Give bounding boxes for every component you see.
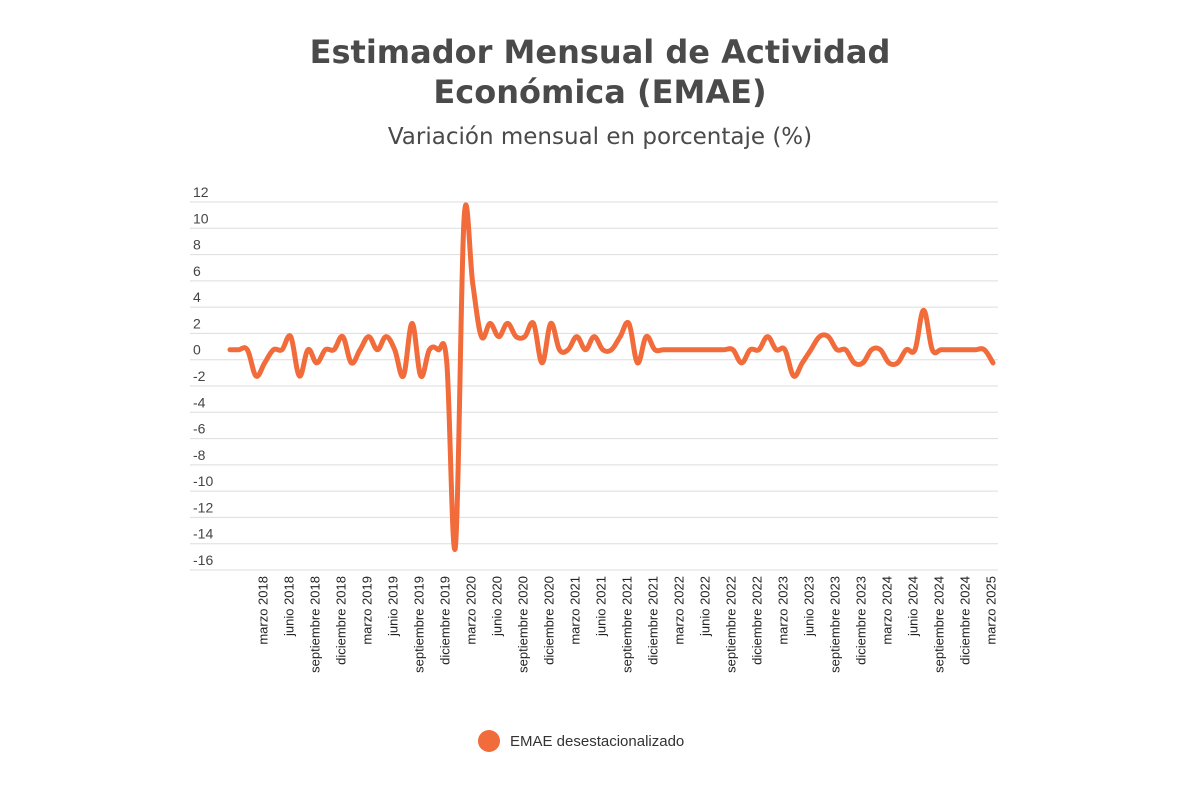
legend-marker <box>478 730 500 752</box>
y-tick-label: 12 <box>193 184 209 200</box>
y-tick-label: -8 <box>193 447 206 463</box>
x-tick-label: junio 2024 <box>906 576 921 637</box>
x-tick-label: diciembre 2019 <box>437 576 452 665</box>
x-tick-label: marzo 2020 <box>463 576 478 645</box>
x-tick-label: septiembre 2020 <box>515 576 530 673</box>
y-tick-label: -10 <box>193 473 213 489</box>
x-tick-label: marzo 2022 <box>672 576 687 645</box>
x-tick-label: septiembre 2018 <box>307 576 322 673</box>
y-tick-label: 10 <box>193 210 209 226</box>
x-tick-label: marzo 2018 <box>255 576 270 645</box>
chart-title-line-1: Estimador Mensual de Actividad <box>309 33 891 71</box>
x-tick-label: septiembre 2022 <box>724 576 739 673</box>
x-tick-label: junio 2022 <box>698 576 713 637</box>
y-tick-label: -4 <box>193 394 206 410</box>
series-line-emae <box>227 202 996 553</box>
x-tick-label: diciembre 2022 <box>750 576 765 665</box>
chart-title: Estimador Mensual de Actividad Económica… <box>0 32 1200 112</box>
y-tick-label: -12 <box>193 499 213 515</box>
x-axis-tick-labels: marzo 2018 junio 2018 septiembre 2018 dicie… <box>255 576 998 673</box>
legend: EMAE desestacionalizado <box>478 730 684 752</box>
x-tick-label: diciembre 2020 <box>541 576 556 665</box>
y-tick-label: 0 <box>193 342 201 358</box>
grid-lines <box>190 201 998 571</box>
y-tick-label: -6 <box>193 421 206 437</box>
x-tick-label: marzo 2021 <box>567 576 582 645</box>
chart-title-line-2: Económica (EMAE) <box>433 73 767 111</box>
series-layer <box>227 202 996 553</box>
x-tick-label: junio 2021 <box>593 576 608 637</box>
chart-subtitle: Variación mensual en porcentaje (%) <box>387 124 813 150</box>
x-tick-label: septiembre 2021 <box>620 576 635 673</box>
y-tick-label: -14 <box>193 526 213 542</box>
x-tick-label: marzo 2025 <box>984 576 999 645</box>
x-tick-label: marzo 2019 <box>359 576 374 645</box>
y-tick-label: 6 <box>193 263 201 279</box>
x-tick-label: junio 2019 <box>385 576 400 637</box>
x-tick-label: septiembre 2023 <box>828 576 843 673</box>
y-tick-label: 2 <box>193 315 201 331</box>
y-tick-label: 8 <box>193 237 201 253</box>
x-tick-label: marzo 2023 <box>776 576 791 645</box>
x-tick-label: diciembre 2021 <box>646 576 661 665</box>
x-tick-label: marzo 2024 <box>880 576 895 645</box>
x-tick-label: septiembre 2024 <box>932 576 947 673</box>
x-tick-label: junio 2020 <box>489 576 504 637</box>
x-tick-label: junio 2023 <box>802 576 817 637</box>
x-tick-label: diciembre 2018 <box>333 576 348 665</box>
legend-label: EMAE desestacionalizado <box>510 732 685 750</box>
y-tick-label: -16 <box>193 552 213 568</box>
x-tick-label: septiembre 2019 <box>411 576 426 673</box>
y-axis-tick-labels: 12 10 8 6 4 2 0 -2 -4 -6 -8 -10 -12 -14 -16 <box>193 184 213 568</box>
x-tick-label: diciembre 2024 <box>958 576 973 665</box>
y-tick-label: 4 <box>193 289 201 305</box>
x-tick-label: junio 2018 <box>281 576 296 637</box>
x-tick-label: diciembre 2023 <box>854 576 869 665</box>
y-tick-label: -2 <box>193 368 206 384</box>
